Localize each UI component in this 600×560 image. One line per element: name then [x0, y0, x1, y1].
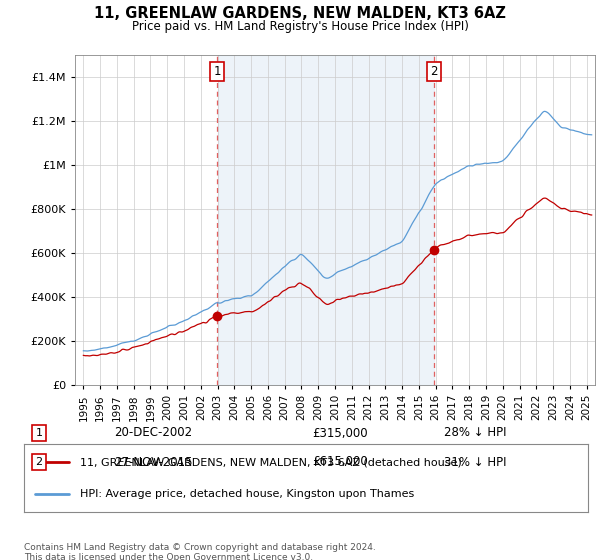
Text: 28% ↓ HPI: 28% ↓ HPI — [444, 427, 506, 440]
Text: 20-DEC-2002: 20-DEC-2002 — [114, 427, 192, 440]
Text: Contains HM Land Registry data © Crown copyright and database right 2024.: Contains HM Land Registry data © Crown c… — [24, 543, 376, 552]
Text: 11, GREENLAW GARDENS, NEW MALDEN, KT3 6AZ (detached house): 11, GREENLAW GARDENS, NEW MALDEN, KT3 6A… — [80, 458, 462, 468]
Text: This data is licensed under the Open Government Licence v3.0.: This data is licensed under the Open Gov… — [24, 553, 313, 560]
Text: 1: 1 — [35, 428, 43, 438]
Text: 11, GREENLAW GARDENS, NEW MALDEN, KT3 6AZ: 11, GREENLAW GARDENS, NEW MALDEN, KT3 6A… — [94, 6, 506, 21]
Text: HPI: Average price, detached house, Kingston upon Thames: HPI: Average price, detached house, King… — [80, 489, 415, 498]
Text: £315,000: £315,000 — [312, 427, 368, 440]
Text: 31% ↓ HPI: 31% ↓ HPI — [444, 455, 506, 469]
Text: 27-NOV-2015: 27-NOV-2015 — [114, 455, 193, 469]
Text: 2: 2 — [430, 65, 438, 78]
Text: £615,000: £615,000 — [312, 455, 368, 469]
Text: 1: 1 — [214, 65, 221, 78]
Text: Price paid vs. HM Land Registry's House Price Index (HPI): Price paid vs. HM Land Registry's House … — [131, 20, 469, 32]
Text: 2: 2 — [35, 457, 43, 467]
